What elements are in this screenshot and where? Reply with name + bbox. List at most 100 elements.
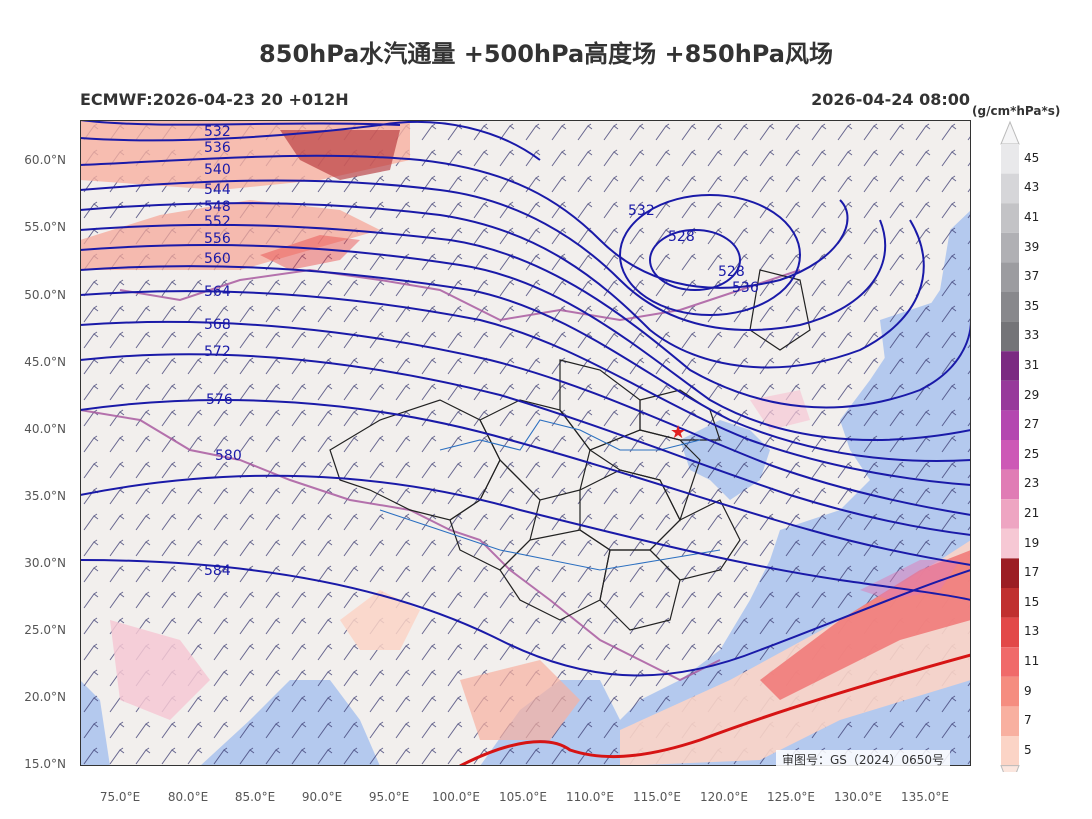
- contour-label-544: 544: [204, 182, 231, 198]
- colorbar-segment: [1001, 736, 1019, 766]
- lon-label: 130.0°E: [834, 790, 882, 804]
- contour-label-556: 556: [204, 231, 231, 247]
- colorbar: [1000, 120, 1020, 772]
- colorbar-tick-label: 9: [1024, 683, 1032, 698]
- beijing-star-icon: ★: [670, 422, 686, 443]
- colorbar-tick-label: 17: [1024, 565, 1040, 580]
- colorbar-tick-label: 7: [1024, 713, 1032, 728]
- colorbar-tick-label: 31: [1024, 358, 1040, 372]
- colorbar-segment: [1001, 173, 1019, 204]
- contour-532: [80, 120, 401, 126]
- contour-label-584: 584: [204, 563, 231, 579]
- colorbar-bottom-arrow: [1000, 765, 1020, 772]
- colorbar-segment: [1001, 410, 1019, 440]
- contour-584: [80, 559, 971, 677]
- colorbar-tick-label: 37: [1024, 269, 1040, 284]
- colorbar-segment: [1001, 203, 1019, 233]
- contour-564: [80, 290, 971, 486]
- lon-label: 120.0°E: [700, 790, 748, 804]
- lon-label: 115.0°E: [633, 790, 681, 804]
- lon-label: 75.0°E: [99, 790, 141, 804]
- contour-label-532: 532: [204, 124, 231, 140]
- contour-label-560: 560: [204, 251, 231, 267]
- valid-time-label: 2026-04-24 08:00: [811, 90, 970, 109]
- colorbar-tick-label: 43: [1024, 180, 1040, 195]
- lon-label: 80.0°E: [167, 790, 209, 804]
- contour-label-564: 564: [204, 284, 231, 300]
- colorbar-segment: [1001, 469, 1019, 500]
- contour-540: [80, 154, 849, 289]
- colorbar-tick-label: 29: [1024, 387, 1040, 402]
- contour-568: [80, 320, 971, 516]
- lat-label: 55.0°N: [24, 220, 66, 234]
- lon-label: 100.0°E: [432, 790, 480, 804]
- contour-552: [80, 223, 971, 409]
- colorbar-tick-label: 19: [1024, 535, 1040, 550]
- country-borders: [80, 268, 801, 682]
- map-approval-number: 审图号：GS（2024）0650号: [776, 750, 950, 769]
- colorbar-segment: [1001, 588, 1019, 618]
- lat-label: 25.0°N: [24, 623, 66, 637]
- province-borders: [329, 269, 811, 631]
- lat-label: 50.0°N: [24, 288, 66, 302]
- lat-label: 20.0°N: [24, 690, 66, 704]
- colorbar-unit: (g/cm*hPa*s): [972, 104, 1061, 118]
- colorbar-top-arrow: [1000, 120, 1020, 145]
- chart-title: 850hPa水汽通量 +500hPa高度场 +850hPa风场: [259, 40, 833, 68]
- colorbar-segment: [1001, 144, 1019, 174]
- lon-label: 125.0°E: [767, 790, 815, 804]
- colorbar-segment: [1001, 232, 1019, 263]
- colorbar-segment: [1001, 706, 1019, 736]
- contour-580: [80, 474, 971, 601]
- weather-map: ★ 532 536 540 544 548 552 556 560 564 56…: [80, 120, 971, 766]
- model-run-label: ECMWF:2026-04-23 20 +012H: [80, 90, 349, 109]
- colorbar-segment: [1001, 676, 1019, 707]
- colorbar-tick-label: 35: [1024, 298, 1040, 313]
- colorbar-tick-label: 39: [1024, 239, 1040, 254]
- low-center-532: [619, 194, 801, 316]
- colorbar-segment: [1001, 617, 1019, 648]
- contour-544: [80, 179, 887, 331]
- height-contours: [80, 120, 971, 677]
- colorbar-tick-label: 13: [1024, 624, 1040, 639]
- colorbar-segment: [1001, 380, 1019, 411]
- low-label-532: 532: [628, 203, 655, 219]
- colorbar-tick-label: 41: [1024, 210, 1040, 224]
- contour-576: [80, 399, 971, 566]
- colorbar-segment: [1001, 558, 1019, 588]
- lon-label: 85.0°E: [234, 790, 276, 804]
- contour-label-536: 536: [204, 140, 231, 156]
- low-center-528: [649, 229, 741, 291]
- colorbar-segment: [1001, 351, 1019, 381]
- lat-label: 45.0°N: [24, 355, 66, 369]
- colorbar-segment: [1001, 440, 1019, 470]
- low-label-536: 536: [732, 280, 759, 296]
- colorbar-segment: [1001, 321, 1019, 352]
- contour-548: [80, 202, 925, 369]
- lat-label: 60.0°N: [24, 153, 66, 167]
- contour-572: [80, 353, 971, 536]
- colorbar-tick-label: 25: [1024, 446, 1040, 461]
- colorbar-segment: [1001, 292, 1019, 322]
- low-label-528a: 528: [668, 229, 695, 245]
- contour-label-540: 540: [204, 162, 231, 178]
- lat-label: 35.0°N: [24, 489, 66, 503]
- lon-label: 105.0°E: [499, 790, 547, 804]
- lat-label: 30.0°N: [24, 556, 66, 570]
- colorbar-tick-label: 5: [1024, 742, 1032, 757]
- contour-label-580: 580: [215, 448, 242, 464]
- colorbar-tick-label: 15: [1024, 594, 1040, 609]
- colorbar-segment: [1001, 262, 1019, 292]
- colorbar-tick-label: 23: [1024, 476, 1040, 491]
- colorbar-tick-label: 45: [1024, 150, 1040, 165]
- contour-560: [80, 265, 971, 462]
- contour-label-576: 576: [206, 392, 233, 408]
- subtropical-front-line: [459, 653, 971, 766]
- colorbar-tick-label: 33: [1024, 328, 1040, 343]
- contour-556: [80, 244, 971, 441]
- contour-536: [80, 120, 541, 161]
- rivers: [379, 419, 721, 571]
- contour-label-572: 572: [204, 344, 231, 360]
- colorbar-tick-label: 21: [1024, 506, 1040, 520]
- colorbar-tick-label: 11: [1024, 654, 1040, 668]
